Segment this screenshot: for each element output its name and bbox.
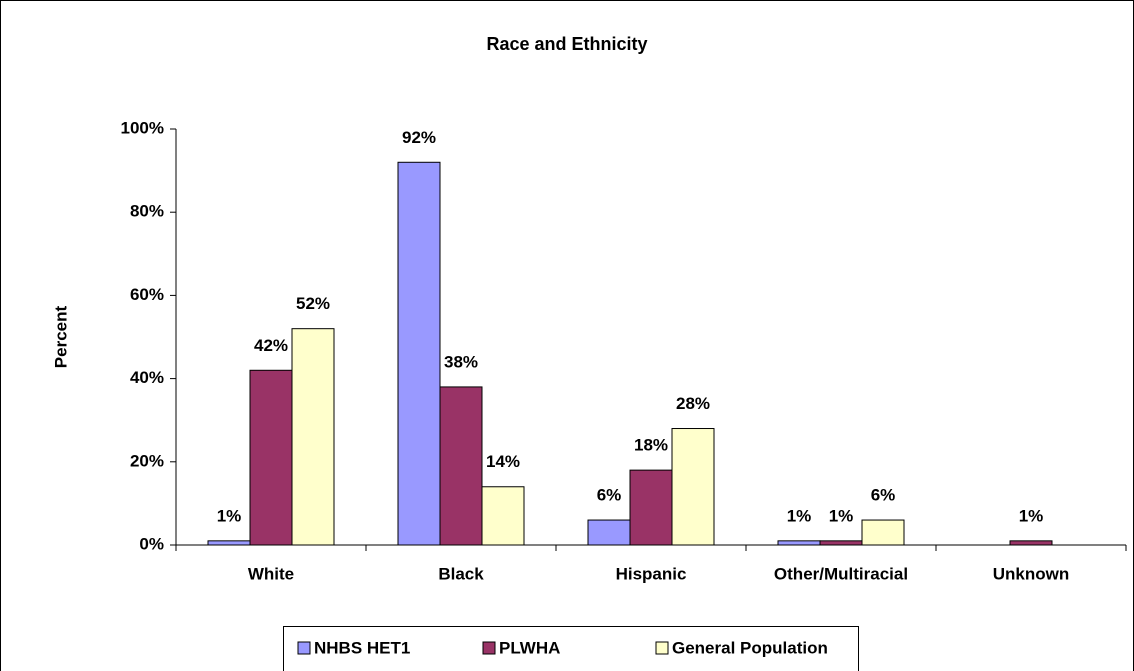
bar: [1009, 540, 1053, 546]
x-tick-label: Hispanic: [616, 564, 687, 583]
bar: [207, 540, 251, 546]
bar: [397, 161, 441, 546]
value-label: 1%: [787, 506, 812, 525]
bar: [291, 328, 335, 546]
y-tick-label: 0%: [139, 534, 164, 553]
legend-swatch: [297, 641, 311, 655]
value-label: 1%: [829, 506, 854, 525]
value-label: 42%: [254, 336, 288, 355]
legend-box: [283, 626, 859, 671]
bar: [819, 540, 863, 546]
x-tick-label: Black: [438, 564, 484, 583]
bar: [249, 369, 293, 546]
legend-label: General Population: [672, 638, 828, 657]
value-label: 6%: [871, 486, 896, 505]
value-label: 92%: [402, 128, 436, 147]
legend-swatch: [655, 641, 669, 655]
y-tick-label: 20%: [130, 451, 164, 470]
y-tick-label: 40%: [130, 368, 164, 387]
x-tick-label: White: [248, 564, 294, 583]
x-tick-label: Other/Multiracial: [774, 564, 908, 583]
bar: [629, 469, 673, 546]
bar: [587, 519, 631, 546]
value-label: 28%: [676, 394, 710, 413]
legend-label: NHBS HET1: [314, 638, 410, 657]
y-axis-label: Percent: [51, 305, 70, 368]
value-label: 38%: [444, 352, 478, 371]
bar: [671, 428, 715, 546]
value-label: 14%: [486, 452, 520, 471]
legend-swatch: [482, 641, 496, 655]
value-label: 1%: [217, 506, 242, 525]
value-label: 52%: [296, 294, 330, 313]
bar: [481, 486, 525, 546]
value-label: 1%: [1019, 506, 1044, 525]
x-tick-label: Unknown: [993, 564, 1070, 583]
y-tick-label: 60%: [130, 285, 164, 304]
chart-title: Race and Ethnicity: [486, 34, 647, 54]
y-tick-label: 80%: [130, 202, 164, 221]
value-label: 18%: [634, 436, 668, 455]
legend-label: PLWHA: [499, 638, 560, 657]
bar: [777, 540, 821, 546]
bar: [439, 386, 483, 546]
y-tick-label: 100%: [121, 118, 164, 137]
value-label: 6%: [597, 486, 622, 505]
bar: [861, 519, 905, 546]
